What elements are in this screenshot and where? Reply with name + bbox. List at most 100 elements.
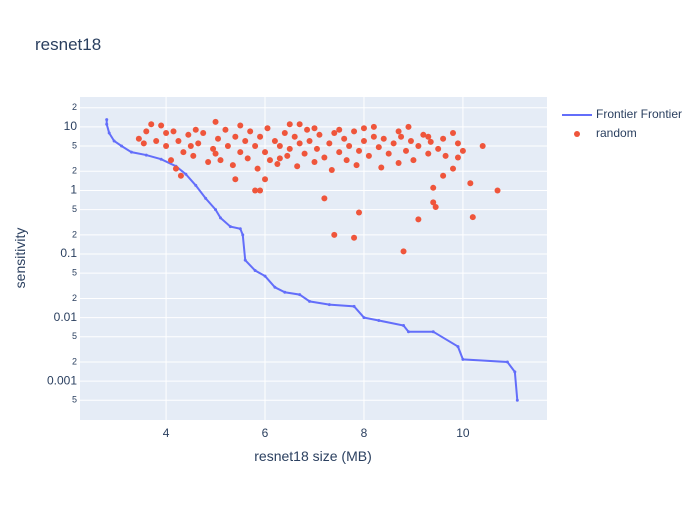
- scatter-point: [328, 166, 335, 173]
- scatter-point: [212, 150, 219, 157]
- frontier-point: [129, 150, 133, 154]
- frontier-point: [105, 122, 109, 126]
- scatter-point: [135, 135, 142, 142]
- scatter-point: [200, 130, 207, 137]
- y-tick-label: 2: [72, 356, 77, 366]
- frontier-point: [273, 285, 277, 289]
- scatter-point: [294, 163, 301, 170]
- y-tick-label: 0.1: [60, 246, 77, 260]
- scatter-point: [257, 133, 264, 140]
- frontier-point: [112, 139, 116, 143]
- scatter-point: [232, 133, 239, 140]
- scatter-point: [450, 130, 457, 137]
- scatter-point: [425, 150, 432, 157]
- frontier-point: [107, 131, 111, 135]
- frontier-point: [406, 330, 410, 334]
- scatter-point: [215, 135, 222, 142]
- scatter-point: [365, 152, 372, 159]
- frontier-point: [505, 360, 509, 364]
- scatter-point: [410, 157, 417, 164]
- scatter-point: [321, 154, 328, 161]
- scatter-point: [311, 125, 318, 132]
- scatter-point: [400, 248, 407, 255]
- frontier-point: [263, 274, 267, 278]
- scatter-point: [440, 172, 447, 179]
- scatter-point: [237, 149, 244, 156]
- scatter-point: [351, 234, 358, 241]
- y-tick-label: 5: [72, 331, 77, 341]
- scatter-point: [212, 118, 219, 125]
- y-tick-label: 5: [72, 395, 77, 405]
- y-tick-label: 1: [70, 183, 77, 197]
- scatter-point: [177, 172, 184, 179]
- scatter-point: [217, 157, 224, 164]
- scatter-point: [168, 157, 175, 164]
- x-axis-title: resnet18 size (MB): [254, 448, 371, 464]
- frontier-point: [431, 330, 435, 334]
- scatter-point: [190, 152, 197, 159]
- y-tick-label: 5: [72, 140, 77, 150]
- frontier-point: [184, 172, 188, 176]
- scatter-point: [247, 128, 254, 135]
- scatter-point: [380, 135, 387, 142]
- frontier-point: [362, 316, 366, 320]
- frontier-point: [218, 216, 222, 220]
- scatter-point: [180, 149, 187, 156]
- scatter-point: [284, 152, 291, 159]
- frontier-point: [228, 225, 232, 229]
- scatter-point: [454, 140, 461, 147]
- scatter-point: [378, 164, 385, 171]
- y-tick-label: 5: [72, 204, 77, 214]
- scatter-point: [237, 122, 244, 129]
- scatter-point: [343, 157, 350, 164]
- y-tick-label: 2: [72, 166, 77, 176]
- scatter-point: [336, 149, 343, 156]
- scatter-point: [163, 130, 170, 137]
- scatter-point: [415, 143, 422, 150]
- frontier-point: [456, 345, 460, 349]
- scatter-point: [430, 199, 437, 206]
- scatter-point: [326, 140, 333, 147]
- scatter-point: [336, 126, 343, 133]
- scatter-point: [459, 147, 466, 154]
- scatter-point: [271, 137, 278, 144]
- frontier-point: [194, 183, 198, 187]
- scatter-point: [341, 135, 348, 142]
- scatter-point: [321, 195, 328, 202]
- scatter-point: [148, 121, 155, 128]
- y-tick-label: 2: [72, 229, 77, 239]
- frontier-point: [515, 398, 519, 402]
- frontier-point: [283, 290, 287, 294]
- scatter-point: [222, 126, 229, 133]
- y-tick-label: 0.001: [47, 373, 77, 387]
- scatter-point: [331, 130, 338, 137]
- scatter-point: [264, 125, 271, 132]
- scatter-point: [432, 203, 439, 210]
- scatter-point: [232, 176, 239, 183]
- scatter-point: [425, 133, 432, 140]
- plot-area: [80, 97, 547, 420]
- scatter-point: [398, 133, 405, 140]
- scatter-point: [356, 209, 363, 216]
- frontier-point: [402, 324, 406, 328]
- scatter-point: [313, 145, 320, 152]
- legend-label: random: [596, 126, 637, 140]
- scatter-point: [360, 137, 367, 144]
- scatter-point: [440, 135, 447, 142]
- scatter-point: [304, 126, 311, 133]
- scatter-point: [262, 176, 269, 183]
- frontier-point: [105, 118, 109, 122]
- scatter-point: [205, 159, 212, 166]
- scatter-point: [427, 138, 434, 145]
- frontier-point: [214, 208, 218, 212]
- scatter-point: [450, 165, 457, 172]
- scatter-point: [252, 187, 259, 194]
- scatter-point: [229, 162, 236, 169]
- frontier-point: [120, 144, 124, 148]
- scatter-point: [210, 145, 217, 152]
- y-tick-label: 5: [72, 268, 77, 278]
- scatter-point: [311, 159, 318, 166]
- scatter-point: [430, 184, 437, 191]
- scatter-point: [175, 137, 182, 144]
- scatter-point: [316, 131, 323, 138]
